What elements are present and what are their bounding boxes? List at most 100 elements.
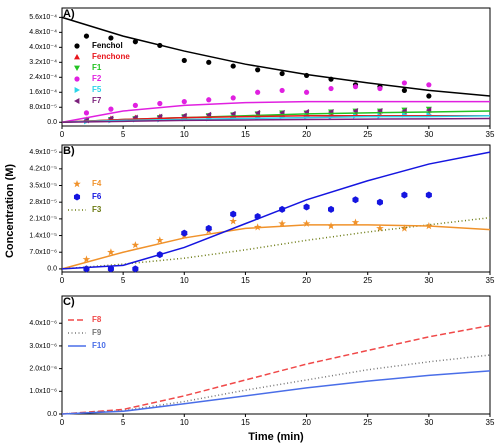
x-tick-label: 0 (60, 276, 65, 285)
y-tick-label: 7.0x10⁻⁶ (29, 249, 57, 256)
data-point (83, 110, 90, 116)
plot-frame (61, 144, 491, 273)
series-line (61, 224, 491, 270)
y-tick-label: 4.2x10⁻⁵ (29, 166, 57, 173)
legend-label: F10 (92, 341, 106, 350)
data-point (303, 203, 310, 211)
data-point (132, 265, 139, 273)
data-point (206, 59, 212, 65)
data-point (303, 89, 310, 95)
data-point (83, 33, 90, 39)
y-tick-label: 1.6x10⁻⁴ (29, 89, 57, 96)
data-point (255, 89, 261, 95)
legend-label: F9 (92, 328, 102, 337)
data-point (377, 85, 383, 92)
y-tick-label: 2.1x10⁻⁵ (29, 216, 57, 223)
data-point (302, 219, 311, 227)
legend-swatch (73, 180, 81, 188)
data-point (351, 218, 360, 226)
y-tick-label: 3.5x10⁻⁵ (29, 182, 57, 189)
y-tick-label: 1.4x10⁻⁵ (29, 232, 57, 239)
data-point (157, 100, 163, 107)
legend-swatch (74, 87, 80, 93)
x-tick-label: 30 (424, 130, 433, 139)
legend-swatch (73, 193, 81, 201)
data-point (328, 85, 334, 92)
x-tick-label: 5 (121, 418, 126, 427)
x-axis-label: Time (min) (248, 431, 304, 443)
y-tick-label: 2.4x10⁻⁴ (29, 74, 57, 81)
x-tick-label: 35 (486, 276, 495, 285)
data-point (327, 222, 335, 230)
x-tick-label: 10 (180, 130, 189, 139)
series-line (61, 370, 491, 415)
y-tick-label: 3.0x10⁻⁶ (29, 343, 57, 350)
data-point (328, 205, 335, 213)
data-point (425, 191, 432, 199)
panel-label: A) (63, 8, 75, 20)
x-tick-label: 15 (241, 130, 250, 139)
y-axis-label: Concentration (M) (4, 164, 16, 258)
data-point (400, 224, 409, 232)
series-line (61, 117, 491, 123)
legend-label: F6 (92, 192, 102, 201)
y-tick-label: 0.0 (47, 266, 57, 273)
y-tick-label: 1.0x10⁻⁶ (29, 388, 57, 395)
data-point (82, 255, 91, 263)
data-point (107, 265, 114, 273)
x-tick-label: 35 (486, 130, 495, 139)
series-line (61, 324, 491, 415)
data-point (376, 198, 383, 206)
series-line (61, 354, 491, 415)
data-point (181, 99, 187, 105)
x-tick-label: 5 (121, 276, 126, 285)
y-tick-label: 0.0 (47, 119, 57, 126)
x-tick-label: 5 (121, 130, 126, 139)
data-point (108, 35, 114, 41)
x-tick-label: 25 (363, 418, 372, 427)
data-point (253, 223, 262, 231)
plot-frame (61, 7, 491, 127)
y-tick-label: 0.0 (47, 411, 57, 418)
y-tick-label: 8.0x10⁻⁵ (29, 104, 57, 111)
x-tick-label: 10 (180, 276, 189, 285)
data-point (181, 229, 188, 237)
x-tick-label: 35 (486, 418, 495, 427)
y-tick-label: 2.0x10⁻⁶ (29, 365, 57, 372)
data-point (401, 80, 407, 86)
legend-label: F8 (92, 315, 102, 324)
x-tick-label: 20 (302, 418, 311, 427)
data-point (108, 106, 114, 112)
y-tick-label: 4.0x10⁻⁴ (29, 44, 57, 51)
data-point (376, 224, 384, 232)
legend-label: F3 (92, 205, 102, 214)
legend-label: F4 (92, 179, 102, 188)
y-tick-label: 4.9x10⁻⁵ (29, 149, 57, 156)
legend-label: Fenchone (92, 52, 130, 61)
data-point (255, 67, 261, 73)
legend-swatch (74, 43, 80, 49)
legend-label: F7 (92, 96, 102, 105)
x-tick-label: 25 (363, 130, 372, 139)
series-line (61, 151, 491, 270)
x-tick-label: 20 (302, 130, 311, 139)
plot-frame (61, 295, 491, 415)
legend-swatch (74, 54, 80, 60)
data-point (401, 191, 408, 199)
data-point (426, 93, 432, 99)
data-point (107, 248, 115, 256)
x-tick-label: 0 (60, 418, 65, 427)
panel-label: B) (63, 145, 75, 157)
data-point (206, 97, 212, 103)
legend-swatch (74, 76, 80, 82)
data-point (352, 84, 359, 90)
x-tick-label: 0 (60, 130, 65, 139)
legend-swatch (74, 98, 80, 104)
x-tick-label: 20 (302, 276, 311, 285)
series-line (61, 114, 490, 123)
x-tick-label: 15 (241, 276, 250, 285)
data-point (401, 87, 407, 94)
series-line (61, 16, 491, 97)
x-tick-label: 30 (424, 276, 433, 285)
